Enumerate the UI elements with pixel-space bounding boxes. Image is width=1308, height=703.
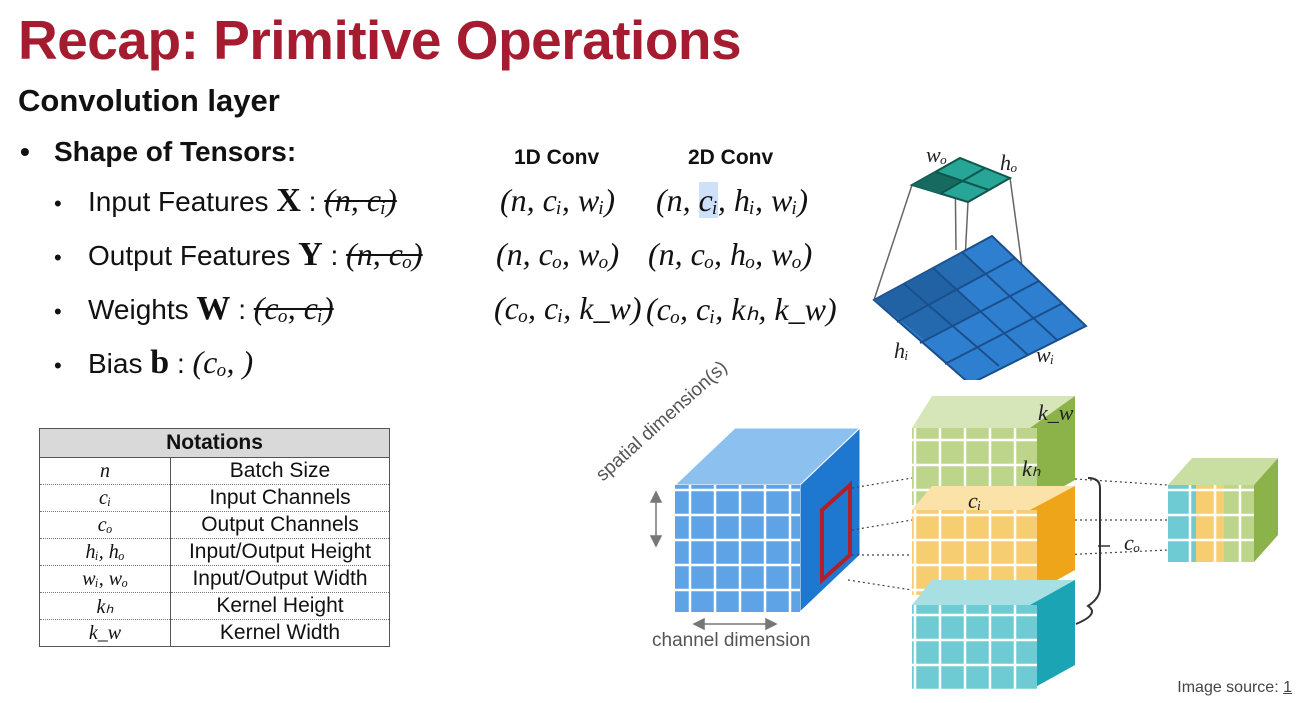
row-symbol: b xyxy=(150,344,170,381)
notations-table: Notations n Batch Size cᵢ Input Channels c… xyxy=(39,428,390,647)
kernel-window xyxy=(820,480,852,585)
row-symbol: W xyxy=(196,290,231,327)
old-shape: (n, cₒ) xyxy=(346,236,423,272)
row-label: Weights xyxy=(88,294,189,325)
column-header-1d: 1D Conv xyxy=(514,146,600,169)
row-bias: • Bias b : (cₒ, ) xyxy=(54,344,254,381)
row-output-features: • Output Features Y : (n, cₒ) xyxy=(54,236,423,273)
highlighted-ci: cᵢ xyxy=(698,182,718,218)
kernel-orange xyxy=(912,486,1075,595)
table-row: cₒ Output Channels xyxy=(39,511,390,539)
label-c-o: cₒ xyxy=(1124,530,1141,555)
conv1d-weight-shape: (cₒ, cᵢ, k_w) xyxy=(494,290,642,326)
table-row: n Batch Size xyxy=(39,457,390,485)
notations-header: Notations xyxy=(39,428,390,458)
row-label: Input Features xyxy=(88,186,269,217)
table-row: kₕ Kernel Height xyxy=(39,592,390,620)
conv1d-input-shape: (n, cᵢ, wᵢ) xyxy=(500,182,615,218)
column-header-2d: 2D Conv xyxy=(688,146,774,169)
output-tensor xyxy=(1168,458,1278,562)
conv2d-weight-shape: (cₒ, cᵢ, kₕ, k_w) xyxy=(646,291,837,327)
bullet-dot: • xyxy=(20,136,30,167)
channel-dimension-label: channel dimension xyxy=(652,630,811,651)
row-symbol: Y xyxy=(298,236,323,273)
slide-title: Recap: Primitive Operations xyxy=(18,9,742,71)
conv2d-input-shape: (n, cᵢ, hᵢ, wᵢ) xyxy=(656,182,809,218)
label-k-w: k_w xyxy=(1038,400,1074,425)
row-label: Output Features xyxy=(88,240,291,271)
kernel-teal xyxy=(912,580,1075,690)
image-source: Image source: 1 xyxy=(1177,679,1292,696)
slide-subtitle: Convolution layer xyxy=(18,83,280,118)
bias-shape: (cₒ, ) xyxy=(192,344,254,380)
table-row: wᵢ, wₒ Input/Output Width xyxy=(39,565,390,593)
row-weights: • Weights W : (cₒ, cᵢ) xyxy=(54,290,334,327)
label-k-h: kₕ xyxy=(1022,456,1041,481)
label-w-i: wᵢ xyxy=(1036,342,1055,367)
conv1d-output-shape: (n, cₒ, wₒ) xyxy=(496,236,620,272)
table-row: k_w Kernel Width xyxy=(39,619,390,647)
section-label: Shape of Tensors: xyxy=(54,136,297,167)
row-input-features: • Input Features X : (n, cᵢ) xyxy=(54,182,397,219)
output-channel-bracket xyxy=(1075,477,1101,625)
label-h-i: hᵢ xyxy=(894,338,909,363)
source-link[interactable]: 1 xyxy=(1283,679,1292,696)
conv-tensor-diagram xyxy=(649,396,1278,690)
row-symbol: X xyxy=(276,182,301,219)
conv2d-output-shape: (n, cₒ, hₒ, wₒ) xyxy=(648,236,813,272)
label-c-i: cᵢ xyxy=(968,488,982,513)
input-tensor xyxy=(673,426,862,614)
old-shape: (cₒ, cᵢ) xyxy=(253,290,334,326)
conv2d-grid-diagram xyxy=(872,156,1088,380)
table-row: hᵢ, hₒ Input/Output Height xyxy=(39,538,390,566)
label-w-o: wₒ xyxy=(926,142,947,167)
table-row: cᵢ Input Channels xyxy=(39,484,390,512)
label-h-o: hₒ xyxy=(1000,150,1018,175)
old-shape: (n, cᵢ) xyxy=(324,182,397,218)
row-label: Bias xyxy=(88,348,143,379)
bullet-shape-of-tensors: • Shape of Tensors: xyxy=(20,136,296,168)
